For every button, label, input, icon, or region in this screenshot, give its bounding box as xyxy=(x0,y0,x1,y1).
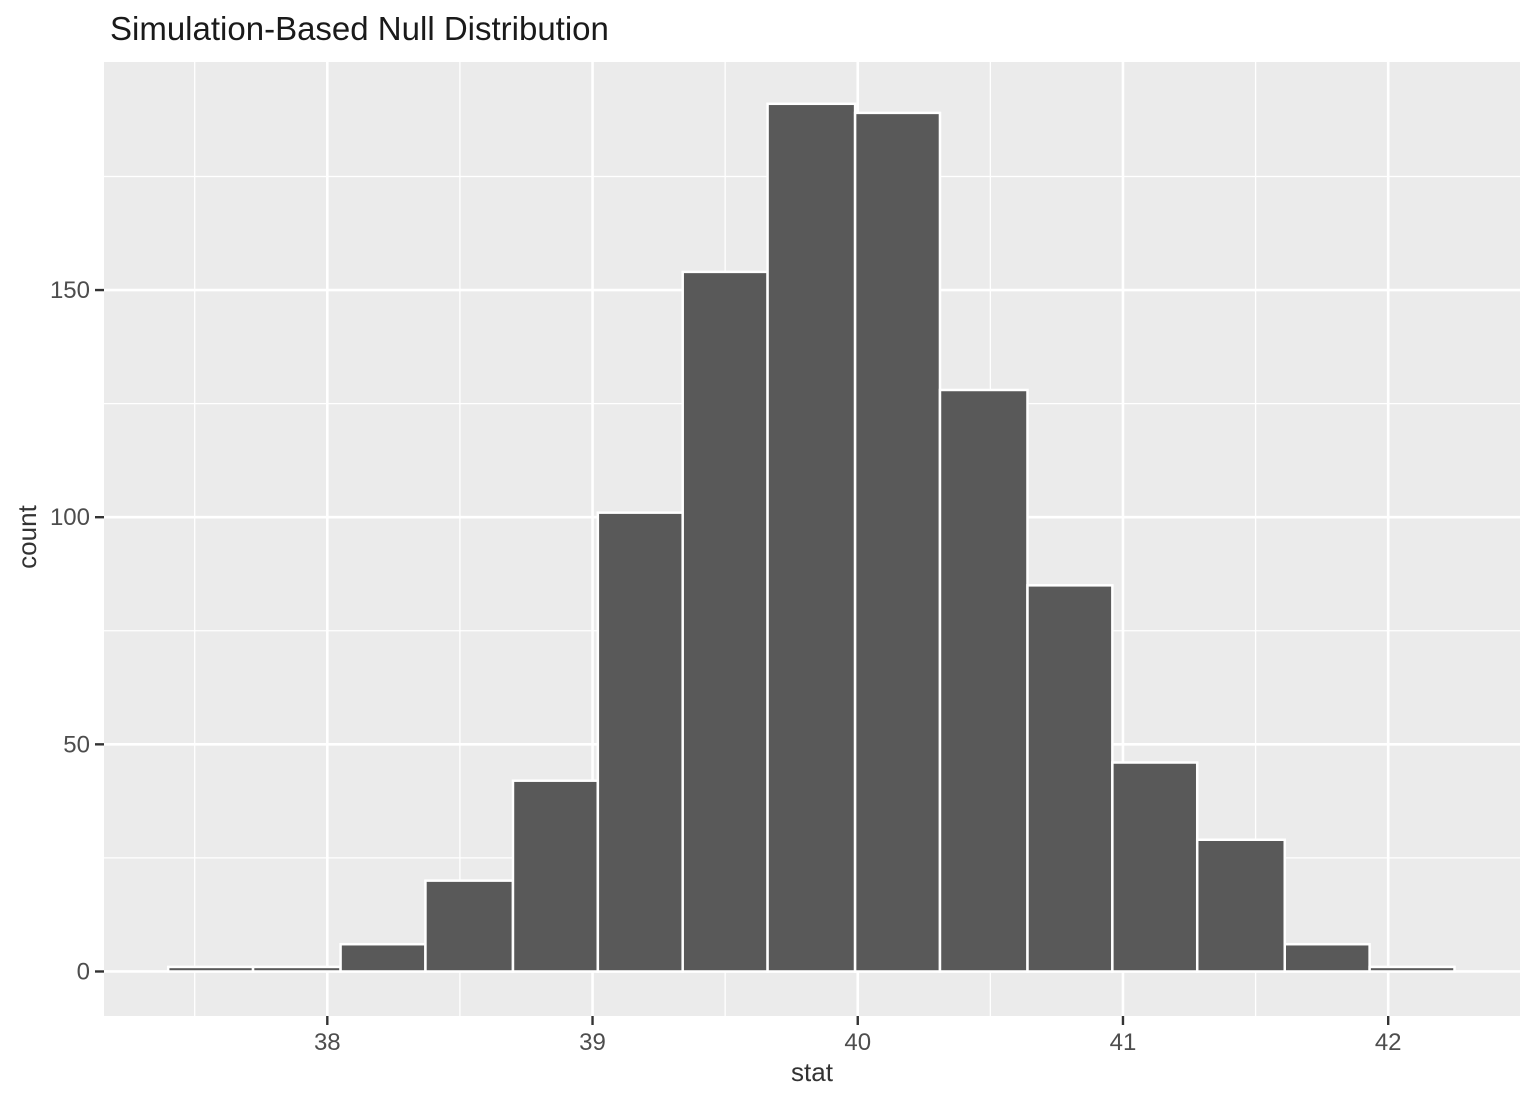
x-axis-tick-marks xyxy=(326,1016,1390,1025)
y-axis-title: count xyxy=(12,504,42,568)
histogram-bar xyxy=(511,779,600,973)
plot-title: Simulation-Based Null Distribution xyxy=(110,10,609,47)
y-axis-tick-marks xyxy=(95,288,104,973)
histogram-bar xyxy=(681,270,769,973)
x-axis-tick-labels: 38 39 40 41 42 xyxy=(314,1029,1402,1056)
y-axis-tick-labels: 0 50 100 150 xyxy=(50,277,90,985)
histogram-bars xyxy=(166,102,1456,973)
histogram-bar xyxy=(424,879,515,973)
x-tick-label: 38 xyxy=(314,1029,341,1056)
histogram-bar xyxy=(1368,965,1456,973)
y-tick-label: 50 xyxy=(63,731,90,758)
histogram-bar xyxy=(251,965,342,973)
x-tick-label: 39 xyxy=(579,1029,606,1056)
histogram-bar xyxy=(1026,584,1114,973)
histogram-bar xyxy=(596,511,684,973)
histogram-bar xyxy=(766,102,857,973)
x-tick-label: 42 xyxy=(1375,1029,1402,1056)
histogram-bar xyxy=(1195,838,1286,973)
histogram-bar xyxy=(938,388,1029,973)
histogram-bar xyxy=(1283,942,1371,973)
x-tick-label: 40 xyxy=(844,1029,871,1056)
y-tick-label: 100 xyxy=(50,504,90,531)
histogram-bar xyxy=(166,965,255,973)
y-tick-label: 150 xyxy=(50,277,90,304)
histogram-bar xyxy=(1111,761,1199,973)
histogram-bar xyxy=(853,111,942,973)
x-tick-label: 41 xyxy=(1110,1029,1137,1056)
histogram-bar xyxy=(339,942,427,973)
y-tick-label: 0 xyxy=(77,958,90,985)
x-axis-title: stat xyxy=(791,1057,834,1087)
